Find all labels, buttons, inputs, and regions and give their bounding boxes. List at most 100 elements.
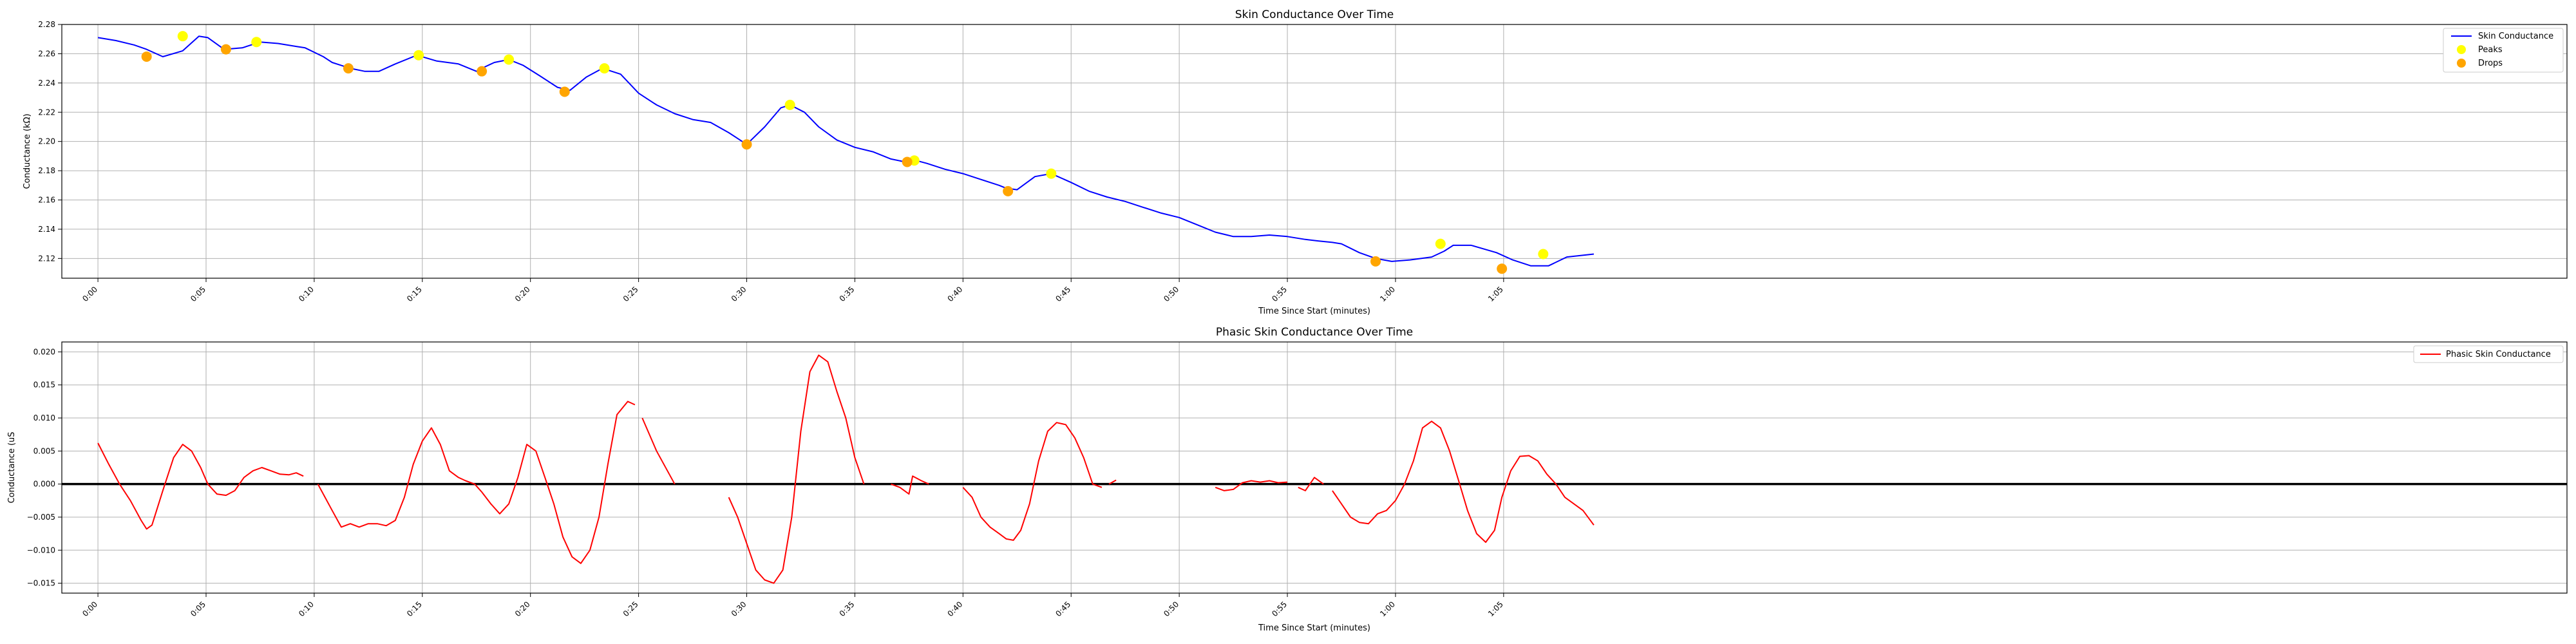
- legend-box: [2443, 28, 2564, 73]
- drops-point: [741, 139, 752, 150]
- legend-label-skin-conductance: Skin Conductance: [2478, 32, 2553, 41]
- drops-point: [1370, 256, 1381, 267]
- x-tick-label: 0:00: [80, 285, 99, 303]
- series-layer: [97, 31, 1595, 274]
- legend: Skin Conductance Peaks Drops: [2443, 28, 2564, 73]
- y-axis-ticks: 2.12 2.14 2.16 2.18 2.20 2.22 2.24 2.26 2.28: [38, 20, 62, 263]
- peaks-point: [251, 37, 262, 48]
- grid-lines: [62, 24, 2567, 278]
- x-axis-label: Time Since Start (minutes): [1258, 307, 1370, 316]
- peaks-point: [413, 50, 424, 61]
- x-tick-label: 0:45: [1054, 600, 1072, 618]
- x-tick-label: 1:05: [1486, 285, 1505, 303]
- x-tick-label: 1:00: [1378, 600, 1397, 618]
- x-tick-label: 1:05: [1486, 600, 1505, 618]
- x-tick-label: 0:50: [1162, 600, 1180, 618]
- drops-point: [477, 66, 488, 77]
- x-axis-ticks: 0:00 0:05 0:10 0:15 0:20 0:25 0:30 0:35 0:40 0:45…: [80, 593, 1505, 618]
- peaks-point: [1538, 249, 1549, 260]
- skin-conductance-line: [97, 35, 1595, 267]
- legend-box: [2413, 345, 2564, 363]
- y-tick-label: 2.20: [38, 137, 55, 146]
- chart-title: Skin Conductance Over Time: [1235, 8, 1394, 21]
- phasic-skin-conductance-line: [641, 417, 676, 485]
- x-tick-label: 0:30: [730, 600, 748, 618]
- phasic-skin-conductance-chart: 0:00 0:05 0:10 0:15 0:20 0:25 0:30 0:35 0:40 0:45…: [7, 326, 2568, 633]
- legend-label-peaks: Peaks: [2478, 45, 2503, 55]
- drops-point: [220, 44, 231, 55]
- y-axis-ticks: −0.015 −0.010 −0.005 0.000 0.005 0.010 0.015 0.…: [27, 347, 62, 588]
- peaks-point: [1046, 168, 1057, 179]
- x-tick-label: 0:40: [945, 285, 964, 303]
- drops-point: [141, 51, 152, 62]
- y-tick-label: 0.005: [33, 446, 55, 455]
- legend-label-phasic: Phasic Skin Conductance: [2446, 350, 2551, 359]
- x-tick-label: 0:15: [405, 600, 424, 618]
- x-tick-label: 0:25: [621, 285, 640, 303]
- x-tick-label: 0:35: [838, 285, 857, 303]
- y-axis-label: Conductance (kΩ): [23, 113, 32, 189]
- x-tick-label: 0:20: [513, 600, 532, 618]
- x-tick-label: 0:35: [838, 600, 857, 618]
- x-tick-label: 0:55: [1270, 600, 1289, 618]
- phasic-skin-conductance-line: [728, 354, 865, 584]
- y-tick-label: 0.010: [33, 413, 55, 422]
- y-tick-label: 0.000: [33, 480, 55, 489]
- chart-title: Phasic Skin Conductance Over Time: [1216, 326, 1413, 339]
- peaks-point: [1435, 238, 1446, 249]
- x-tick-label: 0:05: [189, 600, 207, 618]
- y-tick-label: 2.24: [38, 79, 55, 88]
- x-tick-label: 1:00: [1378, 285, 1397, 303]
- x-tick-label: 0:00: [80, 600, 99, 618]
- y-tick-label: 2.16: [38, 196, 55, 205]
- drops-point: [559, 86, 570, 97]
- x-tick-label: 0:05: [189, 285, 207, 303]
- phasic-skin-conductance-line: [1332, 421, 1595, 543]
- plot-frame: [61, 341, 2568, 594]
- y-tick-label: 2.26: [38, 49, 55, 58]
- y-tick-label: 0.015: [33, 381, 55, 390]
- y-tick-label: 2.14: [38, 225, 55, 234]
- x-tick-label: 0:40: [945, 600, 964, 618]
- peaks-point: [177, 31, 188, 42]
- legend-label-drops: Drops: [2478, 59, 2503, 68]
- y-tick-label: 2.22: [38, 108, 55, 117]
- drops-point: [1497, 263, 1508, 274]
- series-layer: [62, 354, 2567, 584]
- phasic-skin-conductance-line: [97, 442, 304, 530]
- y-tick-label: −0.005: [27, 513, 55, 522]
- legend-swatch-drops: [2457, 59, 2466, 68]
- y-tick-label: 0.020: [33, 347, 55, 356]
- x-axis-label: Time Since Start (minutes): [1258, 623, 1370, 633]
- x-tick-label: 0:15: [405, 285, 424, 303]
- y-tick-label: 2.18: [38, 166, 55, 175]
- y-tick-label: 2.28: [38, 20, 55, 29]
- phasic-skin-conductance-line: [962, 422, 1103, 541]
- x-tick-label: 0:50: [1162, 285, 1180, 303]
- phasic-skin-conductance-line: [1215, 480, 1288, 491]
- peaks-point: [599, 63, 610, 74]
- peaks-point: [504, 54, 515, 65]
- x-tick-label: 0:45: [1054, 285, 1072, 303]
- skin-conductance-chart: 0:00 0:05 0:10 0:15 0:20 0:25 0:30 0:35 0:40 0:45…: [23, 8, 2568, 316]
- x-tick-label: 0:10: [297, 600, 316, 618]
- phasic-skin-conductance-line: [317, 401, 636, 564]
- legend: Phasic Skin Conductance: [2413, 345, 2564, 363]
- peaks-point: [784, 99, 795, 110]
- x-tick-label: 0:55: [1270, 285, 1289, 303]
- x-tick-label: 0:30: [730, 285, 748, 303]
- y-axis-label: Conductance (uS: [7, 431, 17, 503]
- x-axis-ticks: 0:00 0:05 0:10 0:15 0:20 0:25 0:30 0:35 0:40 0:45…: [80, 278, 1505, 303]
- plot-background: [62, 342, 2567, 593]
- plot-frame: [61, 24, 2568, 279]
- drops-point: [343, 63, 354, 74]
- legend-swatch-peaks: [2457, 45, 2466, 54]
- drops-point: [902, 156, 913, 167]
- x-tick-label: 0:25: [621, 600, 640, 618]
- y-tick-label: −0.010: [27, 545, 55, 554]
- phasic-skin-conductance-line: [1298, 477, 1324, 491]
- drops-point: [1003, 185, 1014, 196]
- y-tick-label: 2.12: [38, 254, 55, 263]
- phasic-skin-conductance-line: [891, 475, 929, 495]
